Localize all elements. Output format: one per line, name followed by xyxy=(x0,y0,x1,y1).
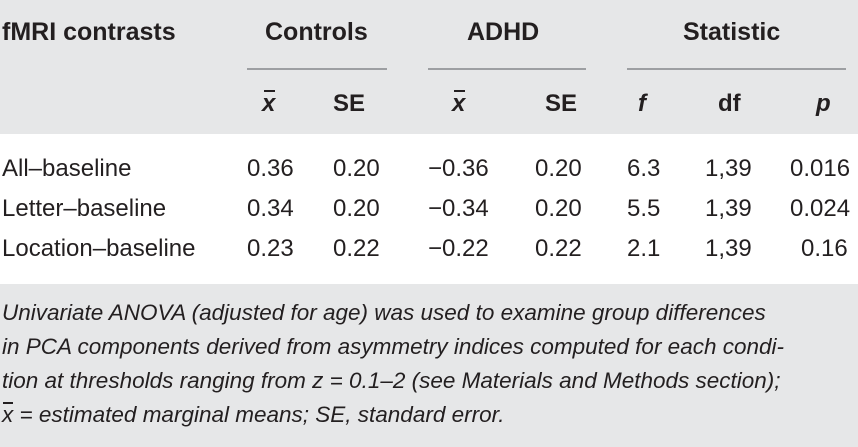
cell-controls-mean: 0.34 xyxy=(247,195,294,222)
cell-df: 1,39 xyxy=(705,155,752,182)
group-header-adhd: ADHD xyxy=(467,18,540,46)
cell-adhd-mean: −0.34 xyxy=(428,195,489,222)
subheader-adhd-mean: x xyxy=(452,90,466,117)
subheader-f: f xyxy=(638,90,646,117)
table-body-band xyxy=(0,134,858,284)
cell-f: 6.3 xyxy=(627,155,661,182)
rule-adhd xyxy=(428,68,586,70)
footnote-line: x = estimated marginal means; SE, standa… xyxy=(2,398,852,432)
cell-p: 0.016 xyxy=(790,155,851,182)
row-label-location-baseline: Location–baseline xyxy=(2,235,196,262)
group-header-statistic: Statistic xyxy=(683,18,781,46)
row-label-letter-baseline: Letter–baseline xyxy=(2,195,167,222)
cell-adhd-mean: −0.22 xyxy=(428,235,489,262)
cell-adhd-se: 0.20 xyxy=(535,155,582,182)
footnote-definitions: = estimated marginal means; SE, standard… xyxy=(13,402,505,427)
row-label-all-baseline: All–baseline xyxy=(2,155,132,182)
subheader-p: p xyxy=(816,90,831,117)
cell-f: 2.1 xyxy=(627,235,661,262)
footnote-line: Univariate ANOVA (adjusted for age) was … xyxy=(2,300,766,325)
cell-adhd-mean: −0.36 xyxy=(428,155,489,182)
footnote-line: tion at thresholds ranging from z = 0.1–… xyxy=(2,368,781,393)
footnote-mean-symbol: x xyxy=(2,398,14,432)
cell-p: 0.024 xyxy=(790,195,851,222)
subheader-controls-mean: x xyxy=(262,90,276,117)
cell-controls-mean: 0.36 xyxy=(247,155,294,182)
subheader-adhd-mean-symbol: x xyxy=(452,90,466,117)
cell-controls-mean: 0.23 xyxy=(247,235,294,262)
cell-controls-se: 0.20 xyxy=(333,155,380,182)
group-header-controls: Controls xyxy=(265,18,368,46)
subheader-controls-se: SE xyxy=(333,90,366,117)
table-footnote: Univariate ANOVA (adjusted for age) was … xyxy=(2,296,852,432)
cell-adhd-se: 0.20 xyxy=(535,195,582,222)
cell-adhd-se: 0.22 xyxy=(535,235,582,262)
rule-statistic xyxy=(627,68,846,70)
rule-controls xyxy=(247,68,387,70)
cell-df: 1,39 xyxy=(705,235,752,262)
subheader-df: df xyxy=(718,90,741,117)
table-footnote-band xyxy=(0,284,858,447)
subheader-controls-mean-symbol: x xyxy=(262,90,276,117)
cell-controls-se: 0.20 xyxy=(333,195,380,222)
column-header-contrasts: fMRI contrasts xyxy=(2,18,176,46)
cell-p: 0.16 xyxy=(801,235,848,262)
cell-controls-se: 0.22 xyxy=(333,235,380,262)
cell-df: 1,39 xyxy=(705,195,752,222)
footnote-line: in PCA components derived from asymmetry… xyxy=(2,334,785,359)
table-header-band xyxy=(0,0,858,134)
cell-f: 5.5 xyxy=(627,195,661,222)
subheader-adhd-se: SE xyxy=(545,90,578,117)
